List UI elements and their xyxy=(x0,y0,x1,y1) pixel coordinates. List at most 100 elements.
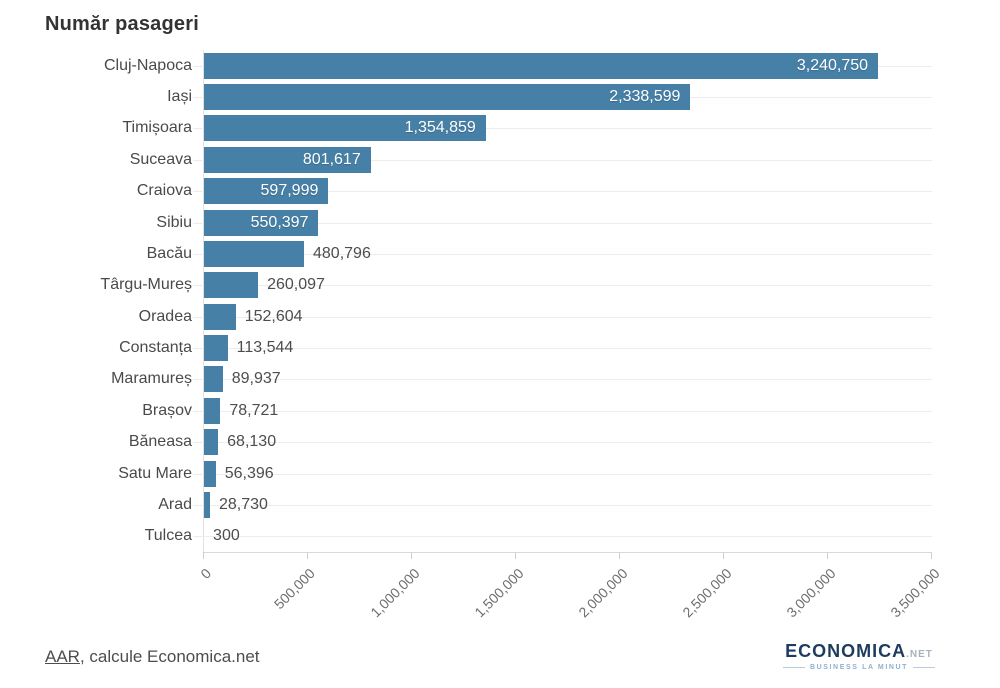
value-label: 3,240,750 xyxy=(796,56,869,74)
category-label: Timișoara xyxy=(122,119,192,137)
chart-row: Bacău 480,796 xyxy=(147,238,932,269)
x-tick-mark xyxy=(307,552,308,559)
logo-tagline: BUSINESS LA MINUT xyxy=(809,664,909,671)
row-gridline xyxy=(193,191,932,193)
chart-row: Craiova 597,999 xyxy=(137,176,932,207)
row-gridline xyxy=(193,128,932,130)
chart-row: Cluj-Napoca 3,240,750 xyxy=(104,50,932,81)
value-label: 28,730 xyxy=(218,495,268,513)
category-label: Sibiu xyxy=(156,213,192,231)
chart-row: Constanța 113,544 xyxy=(119,332,932,363)
chart-row: Băneasa 68,130 xyxy=(129,427,932,458)
logo-tagline-row: BUSINESS LA MINUT xyxy=(770,664,948,671)
bar: 1,354,859 xyxy=(204,115,486,142)
x-tick-mark xyxy=(723,552,724,559)
bar: 3,240,750 xyxy=(204,52,879,79)
bar: 597,999 xyxy=(204,178,329,205)
bar xyxy=(204,303,236,330)
x-tick-label: 2,000,000 xyxy=(574,565,631,621)
category-label: Suceava xyxy=(129,150,192,168)
x-tick-label: 0 xyxy=(197,565,215,582)
chart-row: Brașov 78,721 xyxy=(142,395,932,426)
category-label: Bacău xyxy=(146,244,192,262)
value-label: 550,397 xyxy=(250,213,309,231)
x-tick-mark xyxy=(931,552,932,559)
category-label: Oradea xyxy=(138,307,192,325)
row-gridline xyxy=(193,285,932,287)
x-tick-mark xyxy=(411,552,412,559)
x-tick-mark xyxy=(515,552,516,559)
x-tick-mark xyxy=(619,552,620,559)
bar: 550,397 xyxy=(204,209,319,236)
row-gridline xyxy=(193,379,932,381)
x-tick-label: 1,000,000 xyxy=(366,565,423,621)
category-label: Satu Mare xyxy=(118,464,192,482)
bar xyxy=(204,491,210,518)
chart-row: Arad 28,730 xyxy=(158,489,932,520)
value-label: 56,396 xyxy=(224,464,274,482)
source-text: , calcule Economica.net xyxy=(79,647,260,666)
value-label: 1,354,859 xyxy=(404,119,476,137)
bar xyxy=(204,429,219,456)
bar xyxy=(204,397,221,424)
chart-row: Iași 2,338,599 xyxy=(167,81,932,112)
row-gridline xyxy=(193,222,932,224)
bar xyxy=(204,240,304,267)
row-gridline xyxy=(193,442,932,444)
source-link[interactable]: AAR xyxy=(45,647,80,666)
bar xyxy=(204,335,228,362)
category-label: Târgu-Mureș xyxy=(100,276,192,294)
value-label: 597,999 xyxy=(260,182,319,200)
row-gridline xyxy=(193,536,932,538)
bar xyxy=(204,460,216,487)
value-label: 2,338,599 xyxy=(609,88,681,106)
value-label: 152,604 xyxy=(244,307,303,325)
row-gridline xyxy=(193,159,932,161)
logo-name: ECONOMICA xyxy=(785,641,907,661)
x-tick-mark xyxy=(203,552,204,559)
value-label: 89,937 xyxy=(231,370,281,388)
logo-tld: .NET xyxy=(906,649,933,660)
value-label: 68,130 xyxy=(227,433,277,451)
value-label: 300 xyxy=(213,527,240,545)
category-label: Iași xyxy=(167,88,192,106)
x-tick-label: 3,500,000 xyxy=(886,565,943,621)
source-attribution: AAR, calcule Economica.net xyxy=(45,647,260,667)
chart-row: Târgu-Mureș 260,097 xyxy=(100,270,932,301)
x-tick-label: 500,000 xyxy=(271,565,319,613)
x-tick-label: 3,000,000 xyxy=(782,565,839,621)
chart-row: Maramureș 89,937 xyxy=(111,364,932,395)
category-label: Constanța xyxy=(119,339,192,357)
value-label: 260,097 xyxy=(267,276,325,294)
row-gridline xyxy=(193,410,932,412)
chart-title: Număr pasageri xyxy=(45,13,199,35)
logo-line-right xyxy=(913,667,936,668)
category-label: Tulcea xyxy=(144,527,192,545)
value-label: 480,796 xyxy=(313,244,371,262)
chart-row: Timișoara 1,354,859 xyxy=(122,113,932,144)
chart-row: Satu Mare 56,396 xyxy=(118,458,932,489)
value-label: 113,544 xyxy=(236,339,294,357)
category-label: Băneasa xyxy=(128,433,192,451)
chart-row: Tulcea 300 xyxy=(145,521,932,552)
x-tick-mark xyxy=(827,552,828,559)
chart-row: Oradea 152,604 xyxy=(139,301,932,332)
row-gridline xyxy=(193,253,932,255)
row-gridline xyxy=(193,504,932,506)
x-axis: 0 500,000 1,000,000 1,500,000 2,000,000 2,500… xyxy=(197,552,942,652)
category-label: Arad xyxy=(158,495,192,513)
logo-line-left xyxy=(782,667,805,668)
x-tick-label: 2,500,000 xyxy=(678,565,735,621)
bar xyxy=(204,366,223,393)
category-label: Craiova xyxy=(136,182,192,200)
row-gridline xyxy=(193,348,932,350)
plot-area: Cluj-Napoca 3,240,750 Iași 2,338,599 Timișoa… xyxy=(100,50,932,553)
value-label: 78,721 xyxy=(229,401,279,419)
economica-logo: ECONOMICA.NET BUSINESS LA MINUT xyxy=(770,642,948,671)
category-label: Cluj-Napoca xyxy=(103,56,192,74)
row-gridline xyxy=(193,473,932,475)
category-label: Brașov xyxy=(142,401,192,419)
bar xyxy=(204,272,259,299)
value-label: 801,617 xyxy=(302,150,361,168)
